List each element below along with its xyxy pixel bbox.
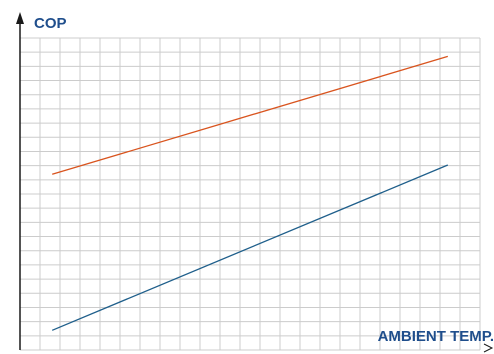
grid — [19, 37, 481, 351]
series-line-upper — [52, 55, 448, 175]
axes — [16, 12, 494, 353]
y-axis-arrowhead — [16, 12, 24, 24]
x-axis-arrowhead — [483, 343, 494, 353]
series-lines — [51, 55, 449, 331]
x-axis-title: AMBIENT TEMP. — [378, 328, 494, 345]
y-axis-title: COP — [34, 15, 67, 32]
series-line-lower — [51, 164, 449, 331]
